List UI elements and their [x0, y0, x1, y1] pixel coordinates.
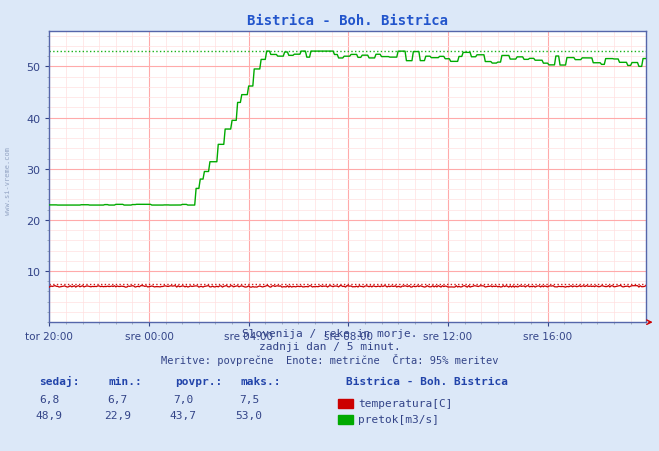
Text: 6,8: 6,8	[40, 394, 59, 404]
Text: maks.:: maks.:	[241, 376, 281, 386]
Text: sedaj:: sedaj:	[40, 375, 80, 386]
Text: pretok[m3/s]: pretok[m3/s]	[358, 414, 439, 424]
Text: 7,0: 7,0	[173, 394, 193, 404]
Text: 43,7: 43,7	[170, 410, 196, 420]
Text: Meritve: povprečne  Enote: metrične  Črta: 95% meritev: Meritve: povprečne Enote: metrične Črta:…	[161, 353, 498, 365]
Text: www.si-vreme.com: www.si-vreme.com	[5, 147, 11, 214]
Text: 53,0: 53,0	[236, 410, 262, 420]
Text: povpr.:: povpr.:	[175, 376, 222, 386]
Text: 22,9: 22,9	[104, 410, 130, 420]
Text: Bistrica - Boh. Bistrica: Bistrica - Boh. Bistrica	[346, 376, 508, 386]
Text: 48,9: 48,9	[36, 410, 63, 420]
Text: 6,7: 6,7	[107, 394, 127, 404]
Text: Slovenija / reke in morje.: Slovenija / reke in morje.	[242, 328, 417, 338]
Text: temperatura[C]: temperatura[C]	[358, 398, 452, 408]
Text: zadnji dan / 5 minut.: zadnji dan / 5 minut.	[258, 341, 401, 351]
Text: 7,5: 7,5	[239, 394, 259, 404]
Title: Bistrica - Boh. Bistrica: Bistrica - Boh. Bistrica	[247, 14, 448, 28]
Text: min.:: min.:	[109, 376, 142, 386]
